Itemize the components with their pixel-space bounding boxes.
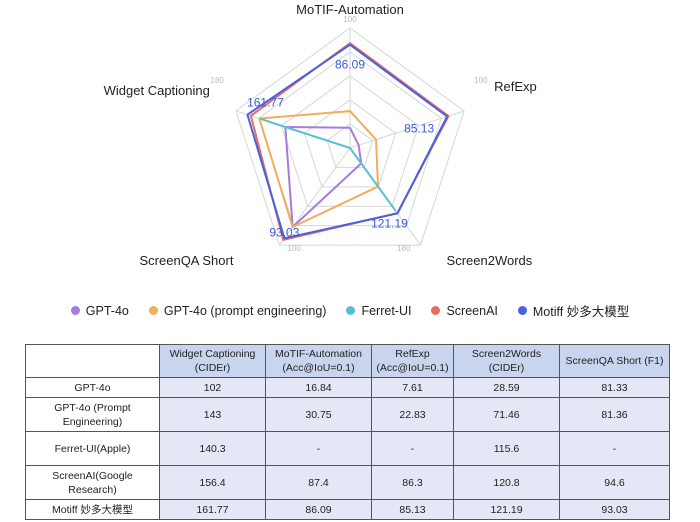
- radar-chart: 100 100 180 100 180 MoTIF-Automation RefExp Scr…: [104, 2, 537, 268]
- table-row-label: ScreenAI(Google Research): [25, 465, 160, 500]
- table-cell: 22.83: [371, 397, 454, 432]
- value-label: 93.03: [269, 225, 299, 239]
- axis-label: ScreenQA Short: [140, 253, 234, 268]
- table-cell: 87.4: [265, 465, 372, 500]
- table-cell: 85.13: [371, 499, 454, 520]
- table-cell: -: [265, 431, 372, 466]
- value-label: 121.19: [371, 216, 408, 230]
- series-line: [246, 43, 449, 240]
- legend-item: Ferret-UI: [346, 304, 411, 318]
- axis-max-label: 100: [343, 15, 357, 24]
- table-cell: 94.6: [559, 465, 670, 500]
- legend-item: GPT-4o (prompt engineering): [148, 303, 327, 318]
- table-cell: 120.8: [453, 465, 560, 500]
- table-row: Motiff 妙多大模型 161.77 86.09 85.13 121.19 93.03: [25, 499, 670, 520]
- axis-max-label: 100: [287, 244, 301, 253]
- grid-spoke: [279, 147, 351, 246]
- series-line: [258, 110, 380, 228]
- table-cell: 7.61: [371, 377, 454, 398]
- table-row: GPT-4o (Prompt Engineering) 143 30.75 22.83…: [25, 397, 670, 432]
- axis-max-label: 180: [211, 76, 225, 85]
- table-cell: 115.6: [453, 431, 560, 466]
- table-header-corner: [25, 344, 160, 378]
- grid-spoke: [349, 110, 465, 149]
- value-label: 85.13: [404, 121, 434, 135]
- table-header-widget-captioning: Widget Captioning (CIDEr): [159, 344, 266, 378]
- table-row: Ferret-UI(Apple) 140.3- -115.6-: [25, 431, 670, 466]
- table-header-refexp: RefExp (Acc@IoU=0.1): [371, 344, 454, 378]
- table-cell: -: [559, 431, 670, 466]
- legend-item: Motiff 妙多大模型: [517, 301, 630, 320]
- series-line: [260, 118, 397, 212]
- table-cell: 161.77: [159, 499, 266, 520]
- table-cell: 28.59: [453, 377, 560, 398]
- grid-ring: [326, 123, 374, 168]
- table-header-motif-automation: MoTIF-Automation (Acc@IoU=0.1): [265, 344, 372, 378]
- table-row: GPT-4o 102 16.84 7.61 28.59 81.33: [25, 377, 670, 398]
- axis-label: RefExp: [494, 79, 537, 94]
- legend-label: GPT-4o: [85, 303, 129, 318]
- table-cell: -: [371, 431, 454, 466]
- table-cell: 16.84: [265, 377, 372, 398]
- legend-dot-icon: [346, 306, 356, 315]
- legend-dot-icon: [431, 306, 441, 315]
- axis-label: MoTIF-Automation: [296, 2, 404, 17]
- legend-label: GPT-4o (prompt engineering): [163, 303, 327, 318]
- axis-label: Widget Captioning: [104, 83, 210, 98]
- legend-dot-icon: [517, 306, 527, 315]
- legend-item: ScreenAI: [431, 303, 498, 318]
- grid-ring: [258, 51, 442, 227]
- table-header-row: Widget Captioning (CIDEr) MoTIF-Automati…: [25, 344, 670, 378]
- table-cell: 140.3: [159, 431, 266, 466]
- table-row-label: Ferret-UI(Apple): [25, 431, 160, 466]
- chart-legend: GPT-4o GPT-4o (prompt engineering) Ferret-…: [0, 301, 700, 320]
- table-cell: 102: [159, 377, 266, 398]
- table-cell: 81.33: [559, 377, 670, 398]
- table-row-label: GPT-4o (Prompt Engineering): [25, 397, 160, 432]
- value-label: 161.77: [247, 96, 284, 110]
- table-row: ScreenAI(Google Research) 156.4 87.4 86.3 12…: [25, 465, 670, 500]
- table-cell: 121.19: [453, 499, 560, 520]
- table-cell: 93.03: [559, 499, 670, 520]
- results-table: Widget Captioning (CIDEr) MoTIF-Automati…: [25, 344, 670, 520]
- grid-ring: [280, 75, 420, 207]
- table-cell: 86.3: [371, 465, 454, 500]
- table-cell: 143: [159, 397, 266, 432]
- legend-item: GPT-4o: [70, 303, 129, 318]
- table-row-label: Motiff 妙多大模型: [25, 499, 160, 520]
- legend-dot-icon: [148, 306, 158, 315]
- axis-max-label: 180: [397, 244, 411, 253]
- legend-label: Ferret-UI: [361, 303, 412, 318]
- axis-max-label: 100: [474, 76, 488, 85]
- table-cell: 86.09: [265, 499, 372, 520]
- table-cell: 81.36: [559, 397, 670, 432]
- legend-label: ScreenAI: [446, 303, 498, 318]
- table-row-label: GPT-4o: [25, 377, 160, 398]
- table-cell: 156.4: [159, 465, 266, 500]
- table-cell: 30.75: [265, 397, 372, 432]
- legend-label: Motiff 妙多大模型: [532, 305, 630, 319]
- axis-label: Screen2Words: [447, 253, 533, 268]
- value-label: 86.09: [335, 58, 365, 72]
- grid-ring: [235, 27, 465, 246]
- table-cell: 71.46: [453, 397, 560, 432]
- series-line: [284, 125, 363, 228]
- table-header-screen2words: Screen2Words (CIDEr): [453, 344, 560, 378]
- legend-dot-icon: [70, 306, 80, 315]
- table-header-screenqa-short: ScreenQA Short (F1): [559, 344, 670, 378]
